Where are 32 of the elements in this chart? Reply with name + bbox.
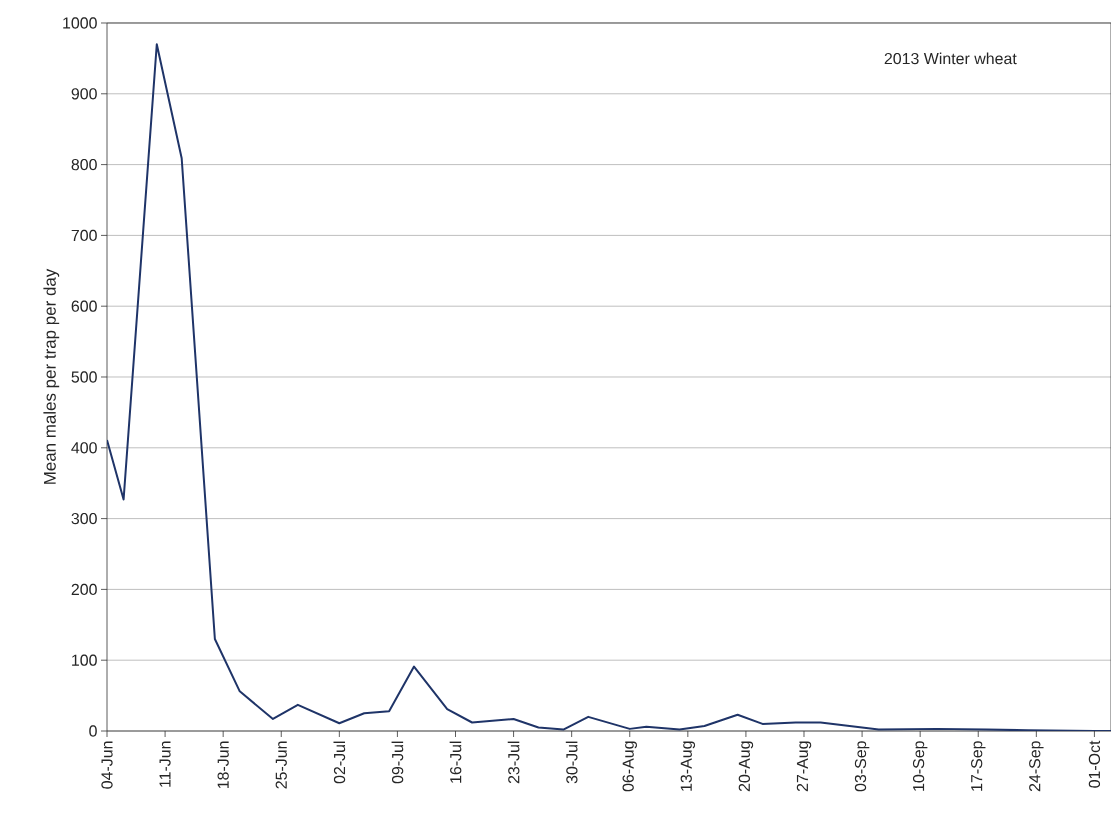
x-tick-label: 06-Aug [622,741,637,792]
x-tick-label: 18-Jun [217,741,229,789]
y-tick-label: 0 [89,725,97,737]
y-tick-label: 400 [71,442,97,454]
line-series [107,43,1111,731]
x-tick-label: 01-Oct [1088,740,1101,788]
y-tick-label: 500 [71,371,97,383]
y-tick-label: 200 [71,583,97,596]
y-tick-label: 700 [71,229,97,242]
x-tick-label: 13-Aug [680,741,696,791]
x-tick-label: 09-Jul [391,741,404,784]
x-tick-label: 27-Aug [796,741,812,792]
x-tick-label: 11-Jun [159,741,171,787]
y-axis-title: Mean males per trap per day [43,268,60,484]
y-tick-label: 100 [72,654,97,666]
annotation: 2013 Winter wheat [884,52,1017,65]
x-tick-label: 02-Jul [333,741,346,784]
x-tick-label: 25-Jun [275,741,287,789]
y-tick-label: 300 [71,512,97,525]
y-tick-label: 600 [71,300,97,312]
x-tick-label: 10-Sep [912,741,928,791]
x-tick-label: 16-Jul [449,741,462,783]
x-tick-label: 04-Jun [101,741,113,789]
x-tick-label: 24-Sep [1029,741,1044,792]
y-tick-label: 1000 [63,17,97,29]
x-tick-label: 23-Jul [507,741,520,784]
y-tick-label: 800 [71,158,97,171]
x-tick-label: 17-Sep [971,741,986,791]
x-tick-label: 30-Jul [565,741,578,784]
y-tick-label: 900 [71,88,97,100]
x-tick-label: 20-Aug [738,741,754,792]
x-tick-label: 03-Sep [854,741,870,792]
